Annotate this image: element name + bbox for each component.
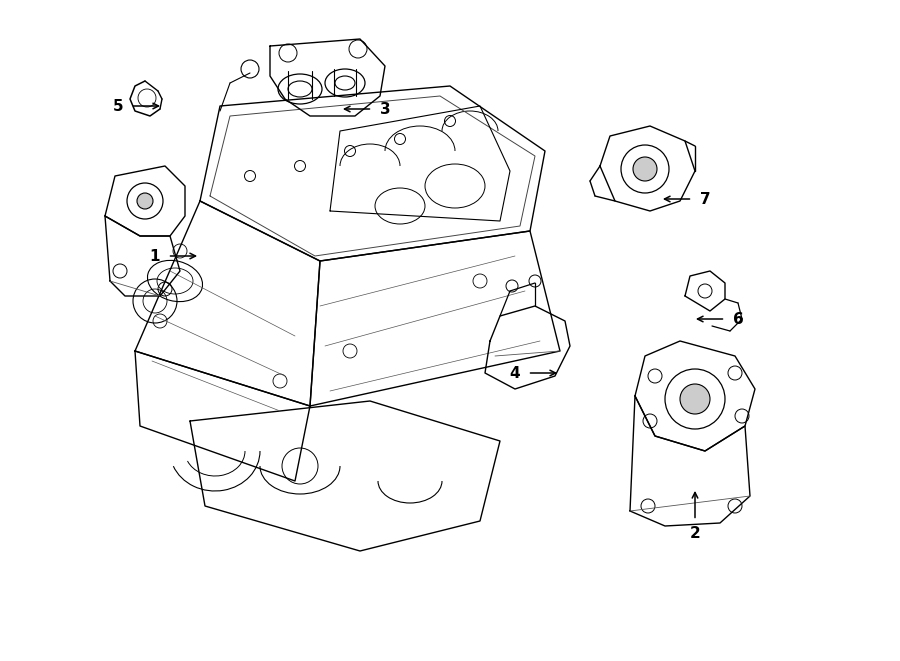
- Text: 4: 4: [509, 366, 520, 381]
- Circle shape: [680, 384, 710, 414]
- Text: 5: 5: [112, 98, 123, 114]
- Circle shape: [137, 193, 153, 209]
- Text: 1: 1: [149, 249, 160, 264]
- Text: 7: 7: [699, 192, 710, 206]
- Text: 2: 2: [689, 525, 700, 541]
- Text: 6: 6: [733, 311, 743, 327]
- Circle shape: [633, 157, 657, 181]
- Text: 3: 3: [380, 102, 391, 116]
